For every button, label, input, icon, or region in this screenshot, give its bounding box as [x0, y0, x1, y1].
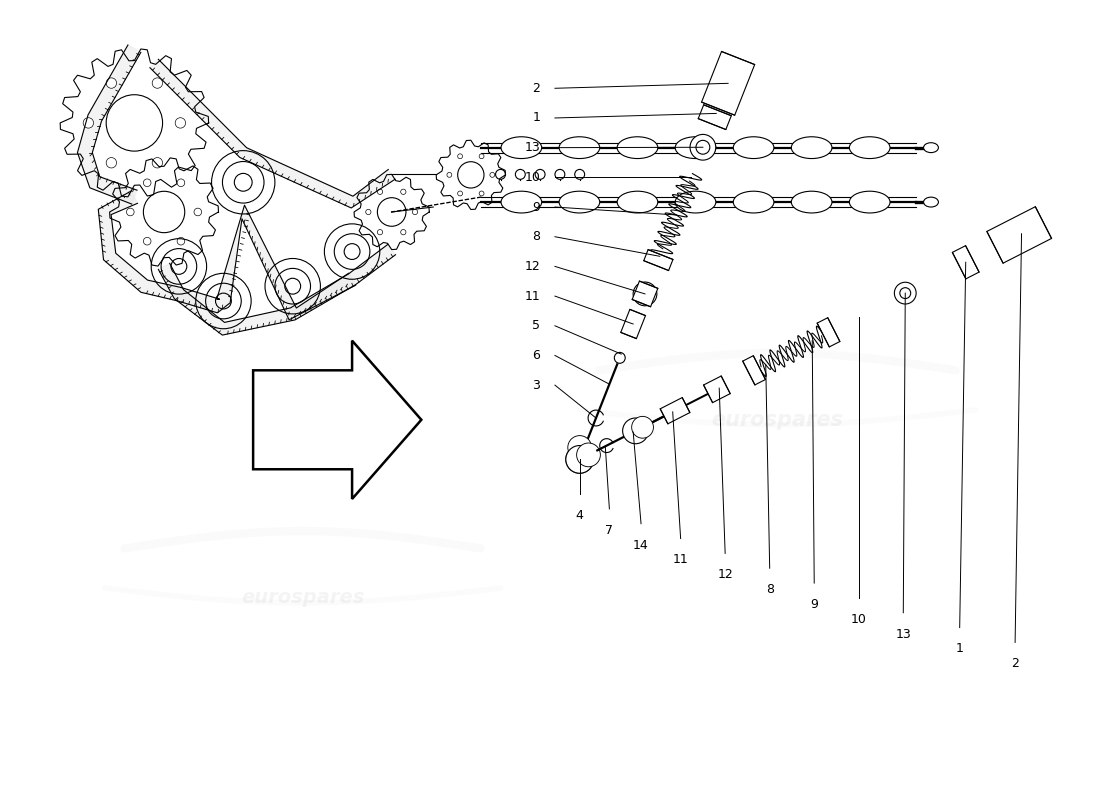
Circle shape [576, 443, 601, 466]
Ellipse shape [675, 137, 716, 158]
Text: 11: 11 [525, 290, 540, 302]
Ellipse shape [791, 137, 832, 158]
Circle shape [696, 140, 710, 154]
Text: 4: 4 [575, 509, 584, 522]
Circle shape [568, 436, 592, 459]
Text: 9: 9 [532, 201, 540, 214]
Text: 6: 6 [532, 349, 540, 362]
Circle shape [614, 353, 625, 363]
Circle shape [175, 118, 186, 128]
Circle shape [152, 78, 163, 88]
Circle shape [143, 179, 151, 186]
Text: 12: 12 [717, 568, 733, 582]
Circle shape [400, 230, 406, 235]
Circle shape [84, 118, 94, 128]
Circle shape [152, 158, 163, 168]
Text: 11: 11 [673, 554, 689, 566]
Text: 2: 2 [532, 82, 540, 94]
Circle shape [565, 446, 594, 474]
Polygon shape [742, 356, 766, 385]
Text: 10: 10 [850, 613, 867, 626]
Polygon shape [953, 246, 979, 279]
Polygon shape [817, 318, 840, 347]
Circle shape [631, 416, 653, 438]
Circle shape [634, 282, 657, 306]
Text: 1: 1 [956, 642, 964, 655]
Circle shape [143, 238, 151, 245]
Circle shape [894, 282, 916, 304]
Ellipse shape [924, 142, 938, 153]
Circle shape [107, 78, 117, 88]
Text: 3: 3 [532, 378, 540, 392]
Circle shape [458, 154, 462, 158]
Text: eurospares: eurospares [712, 410, 844, 430]
Circle shape [565, 446, 594, 474]
Polygon shape [704, 376, 730, 402]
Text: 8: 8 [532, 230, 540, 243]
Circle shape [400, 189, 406, 194]
Text: 8: 8 [766, 583, 773, 596]
Ellipse shape [791, 191, 832, 213]
Circle shape [458, 191, 462, 196]
Polygon shape [632, 281, 658, 306]
Ellipse shape [559, 137, 600, 158]
Polygon shape [644, 250, 673, 270]
Ellipse shape [559, 191, 600, 213]
Text: 2: 2 [1011, 658, 1019, 670]
Circle shape [900, 288, 911, 298]
Circle shape [623, 418, 648, 444]
Ellipse shape [500, 191, 541, 213]
Polygon shape [987, 206, 1052, 263]
Ellipse shape [675, 191, 716, 213]
Circle shape [516, 170, 526, 179]
Circle shape [574, 170, 584, 179]
Circle shape [690, 134, 716, 160]
Polygon shape [660, 398, 690, 424]
Ellipse shape [849, 137, 890, 158]
Text: 12: 12 [525, 260, 540, 273]
Circle shape [377, 230, 383, 235]
Ellipse shape [734, 137, 774, 158]
Text: 7: 7 [605, 524, 614, 537]
Ellipse shape [849, 191, 890, 213]
Polygon shape [698, 105, 732, 130]
Polygon shape [77, 45, 141, 204]
Circle shape [177, 238, 185, 245]
Circle shape [365, 210, 371, 214]
Polygon shape [98, 191, 355, 320]
Ellipse shape [500, 137, 541, 158]
Text: 13: 13 [895, 628, 911, 641]
Text: 5: 5 [532, 319, 540, 332]
Circle shape [177, 179, 185, 186]
Text: 13: 13 [525, 141, 540, 154]
Polygon shape [702, 51, 755, 115]
Circle shape [126, 208, 134, 216]
Circle shape [480, 191, 484, 196]
Text: 9: 9 [811, 598, 818, 611]
Circle shape [447, 173, 452, 178]
Circle shape [107, 158, 117, 168]
Text: 10: 10 [525, 171, 540, 184]
Circle shape [412, 210, 418, 214]
Text: eurospares: eurospares [241, 589, 364, 607]
Ellipse shape [734, 191, 774, 213]
Circle shape [496, 170, 506, 179]
Circle shape [377, 189, 383, 194]
Ellipse shape [924, 197, 938, 207]
Ellipse shape [617, 137, 658, 158]
Circle shape [480, 154, 484, 158]
Circle shape [536, 170, 546, 179]
Text: 1: 1 [532, 111, 540, 125]
Circle shape [490, 173, 495, 178]
Ellipse shape [617, 191, 658, 213]
Polygon shape [620, 310, 646, 338]
Circle shape [554, 170, 564, 179]
Text: 14: 14 [634, 538, 649, 551]
Polygon shape [150, 59, 395, 208]
Circle shape [194, 208, 201, 216]
Polygon shape [158, 245, 396, 335]
